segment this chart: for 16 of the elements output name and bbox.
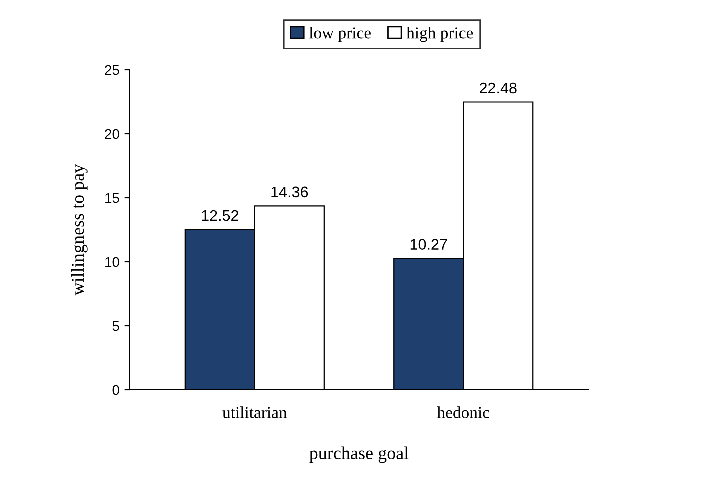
data-label: 10.27 bbox=[410, 239, 448, 250]
y-axis-title: willingness to pay bbox=[71, 164, 88, 296]
y-tick-label: 5 bbox=[112, 321, 120, 332]
y-tick-label: 10 bbox=[106, 257, 120, 268]
y-tick-label: 15 bbox=[106, 193, 120, 204]
x-tick-label: utilitarian bbox=[222, 406, 288, 418]
x-axis-title: purchase goal bbox=[310, 446, 409, 464]
data-label: 14.36 bbox=[272, 186, 308, 198]
legend-label: low price bbox=[309, 27, 371, 42]
y-tick-label: 25 bbox=[105, 65, 120, 76]
x-tick-label: hedonic bbox=[437, 406, 490, 418]
data-label: 22.48 bbox=[480, 82, 517, 94]
y-tick-label: 20 bbox=[105, 129, 120, 140]
data-label: 12.52 bbox=[202, 210, 239, 222]
legend-label: high price bbox=[406, 27, 474, 42]
y-tick-label: 0 bbox=[112, 385, 120, 396]
